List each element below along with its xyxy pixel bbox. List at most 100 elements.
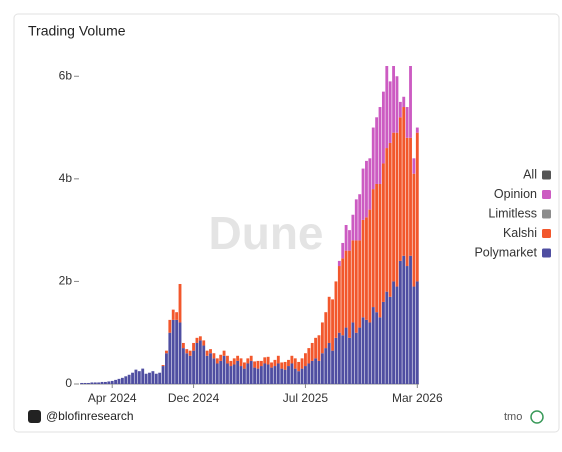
- bar-segment: [409, 137, 412, 256]
- bar-segment: [266, 356, 270, 365]
- bar-segment: [120, 377, 124, 384]
- bar-segment: [202, 345, 206, 384]
- bar-segment: [168, 319, 172, 333]
- bar-segment: [107, 381, 111, 384]
- bar-segment: [365, 217, 368, 320]
- bar-segment: [114, 379, 118, 384]
- bar-segment: [266, 364, 270, 384]
- bar-segment: [270, 362, 273, 368]
- x-tick-label: Apr 2024: [88, 391, 137, 405]
- bar-segment: [344, 250, 348, 328]
- bar-segment: [378, 317, 382, 384]
- bar-segment: [327, 296, 331, 343]
- bar-segment: [188, 350, 192, 356]
- bar-segment: [185, 353, 189, 384]
- badge-icon: [530, 410, 544, 424]
- bar-segment: [97, 382, 101, 384]
- bar-segment: [161, 366, 165, 384]
- bar-segment: [144, 373, 148, 384]
- bar-segment: [341, 258, 345, 336]
- x-tick-label: Dec 2024: [168, 391, 220, 405]
- bar-segment: [297, 361, 301, 372]
- bar-segment: [222, 355, 226, 384]
- bar-segment: [171, 309, 175, 320]
- bar-segment: [283, 361, 287, 370]
- legend-swatch: [542, 248, 551, 258]
- bar-segment: [341, 242, 345, 259]
- bar-segment: [337, 266, 341, 333]
- bar-segment: [185, 349, 189, 354]
- bar-segment: [351, 322, 355, 384]
- bar-segment: [365, 160, 368, 218]
- bar-segment: [253, 367, 257, 384]
- bar-segment: [405, 137, 409, 267]
- bar-segment: [104, 381, 107, 384]
- bar-segment: [287, 359, 290, 367]
- card: [13, 13, 560, 433]
- x-tick-label: Mar 2026: [392, 391, 443, 405]
- bar-segment: [276, 355, 280, 364]
- bar-segment: [236, 360, 240, 384]
- bar-segment: [324, 312, 328, 349]
- bar-segment: [331, 299, 334, 351]
- bar-segment: [131, 372, 134, 384]
- bar-segment: [181, 348, 185, 384]
- bar-segment: [392, 66, 395, 133]
- bar-segment: [317, 335, 321, 361]
- bar-segment: [219, 354, 223, 361]
- bar-segment: [415, 127, 419, 133]
- bar-segment: [239, 358, 243, 367]
- bar-segment: [165, 350, 168, 354]
- bar-segment: [351, 214, 355, 241]
- bar-segment: [178, 283, 182, 323]
- bar-segment: [80, 382, 84, 384]
- bar-segment: [388, 142, 392, 297]
- bar-segment: [154, 373, 158, 384]
- bar-segment: [188, 355, 192, 384]
- bar-segment: [310, 360, 314, 384]
- bar-segment: [209, 349, 212, 354]
- bar-segment: [314, 358, 318, 384]
- bar-segment: [161, 365, 165, 367]
- legend-label: Kalshi: [503, 226, 537, 240]
- bar-segment: [226, 355, 229, 364]
- bar-segment: [198, 340, 202, 384]
- bar-segment: [215, 358, 219, 364]
- bar-segment: [402, 107, 406, 256]
- watermark: Dune: [209, 207, 324, 259]
- bar-segment: [195, 337, 199, 343]
- legend-swatch: [542, 229, 551, 238]
- bar-segment: [263, 357, 267, 364]
- bar-segment: [348, 337, 351, 384]
- bar-segment: [378, 107, 382, 184]
- bar-segment: [392, 132, 395, 282]
- bar-segment: [212, 353, 216, 359]
- bar-segment: [368, 209, 372, 323]
- bar-segment: [344, 327, 348, 384]
- bar-segment: [307, 363, 311, 384]
- bar-segment: [371, 189, 375, 308]
- footer-handle: @blofinresearch: [46, 409, 134, 423]
- bar-segment: [337, 332, 341, 384]
- bar-segment: [371, 127, 375, 190]
- bar-segment: [148, 372, 151, 384]
- bar-segment: [375, 183, 379, 313]
- bar-segment: [222, 350, 226, 356]
- bar-segment: [93, 382, 97, 384]
- bar-segment: [276, 363, 280, 384]
- y-tick-label: 4b: [59, 171, 73, 185]
- bar-segment: [371, 307, 375, 384]
- bar-segment: [280, 362, 284, 369]
- bar-segment: [87, 382, 90, 384]
- bar-segment: [209, 353, 212, 384]
- bar-segment: [344, 225, 348, 251]
- bar-segment: [365, 319, 368, 384]
- bar-segment: [293, 358, 297, 369]
- bar-segment: [409, 66, 412, 138]
- bar-segment: [304, 353, 307, 367]
- bar-segment: [178, 322, 182, 384]
- bar-segment: [246, 363, 250, 384]
- bar-segment: [283, 369, 287, 384]
- bar-segment: [192, 350, 195, 384]
- bar-segment: [392, 281, 395, 384]
